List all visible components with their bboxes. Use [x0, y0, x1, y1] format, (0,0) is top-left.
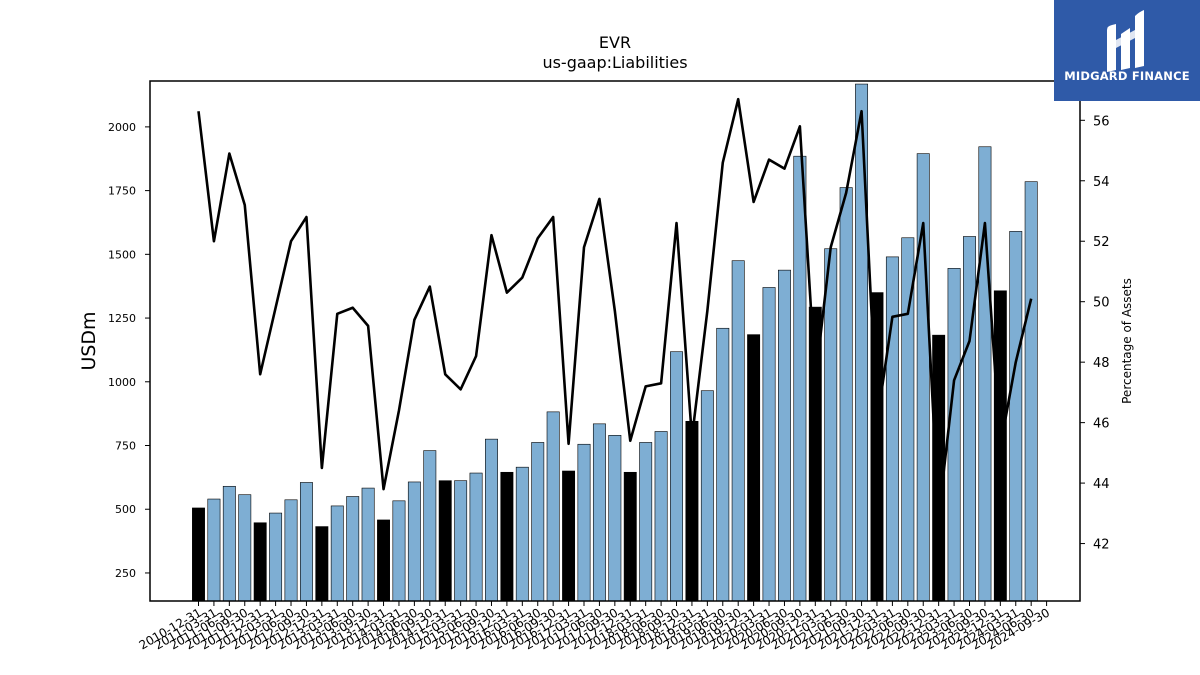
bar	[238, 494, 252, 602]
bar	[839, 187, 853, 602]
bar	[253, 522, 267, 602]
bar	[978, 146, 992, 602]
bar	[407, 481, 421, 602]
y-tick-label: 750	[115, 440, 136, 453]
brand-logo: MIDGARD FINANCE	[1054, 0, 1200, 101]
y2-tick-label: 54	[1093, 175, 1110, 190]
y-tick-label: 250	[115, 567, 136, 580]
y-tick-label: 2000	[108, 121, 136, 134]
y-tick-label: 1000	[108, 376, 136, 389]
bar	[269, 512, 283, 602]
y-tick-label: 1250	[108, 312, 136, 325]
bar	[346, 496, 360, 602]
bar-group	[192, 83, 1038, 602]
y2-tick-label: 42	[1093, 538, 1110, 553]
y2-tick-label: 44	[1093, 477, 1110, 492]
y2-tick-label: 46	[1093, 417, 1110, 432]
bar	[654, 431, 668, 602]
y2-tick-label: 48	[1093, 356, 1110, 371]
bar	[700, 390, 714, 602]
bar	[592, 423, 606, 602]
bar	[531, 442, 545, 602]
y2-tick-label: 56	[1093, 114, 1110, 129]
bar	[192, 507, 205, 602]
bar	[207, 498, 221, 602]
bar	[747, 334, 761, 602]
bar	[685, 420, 699, 602]
bar	[885, 256, 899, 602]
y-axis: 250 500 750 1000 1250 1500 1750 2000	[108, 121, 150, 580]
bar	[515, 466, 529, 602]
bar	[670, 351, 683, 602]
bar	[716, 327, 730, 602]
bar	[855, 83, 869, 602]
bar	[793, 155, 807, 602]
bar	[731, 260, 745, 602]
bar	[361, 487, 375, 602]
y-axis-label: USDm	[78, 311, 100, 370]
bar	[330, 505, 344, 602]
bar	[623, 471, 637, 602]
brand-logo-text: MIDGARD FINANCE	[1064, 69, 1190, 83]
bar	[377, 519, 390, 602]
y-tick-label: 500	[115, 503, 136, 516]
x-axis: 2010-12-312011-03-312011-06-302011-09-30…	[137, 601, 1052, 652]
bar	[392, 500, 406, 602]
bar	[469, 472, 483, 602]
bar	[1024, 181, 1038, 602]
bar	[916, 153, 930, 602]
line-group	[197, 97, 1033, 518]
y2-tick-label: 52	[1093, 235, 1110, 250]
bar	[963, 236, 976, 602]
y2-tick-label: 50	[1093, 296, 1110, 311]
bar	[454, 480, 468, 602]
bar	[577, 443, 591, 602]
bar	[423, 450, 437, 602]
bar	[639, 442, 653, 602]
bar	[485, 438, 498, 602]
bar	[299, 482, 313, 602]
bar	[762, 287, 776, 602]
logo-mark-icon	[1107, 10, 1144, 72]
bar	[438, 480, 452, 602]
series-line	[197, 97, 1033, 518]
chart-subtitle: us-gaap:Liabilities	[542, 53, 687, 72]
chart-title: EVR	[599, 33, 631, 52]
y2-axis-label: Percentage of Assets	[1120, 278, 1134, 404]
y-tick-label: 1500	[108, 248, 136, 261]
bar	[947, 268, 961, 602]
bar	[222, 485, 236, 602]
bar	[315, 526, 329, 602]
bar	[546, 411, 560, 602]
y2-axis: 42 44 46 48 50 52 54 56	[1080, 114, 1110, 553]
bar	[824, 248, 838, 602]
bar	[1009, 231, 1023, 602]
y-tick-label: 1750	[108, 185, 136, 198]
bar	[608, 435, 622, 602]
bar	[778, 269, 791, 602]
bar	[284, 499, 298, 602]
bar	[500, 471, 514, 602]
bar	[562, 470, 576, 602]
